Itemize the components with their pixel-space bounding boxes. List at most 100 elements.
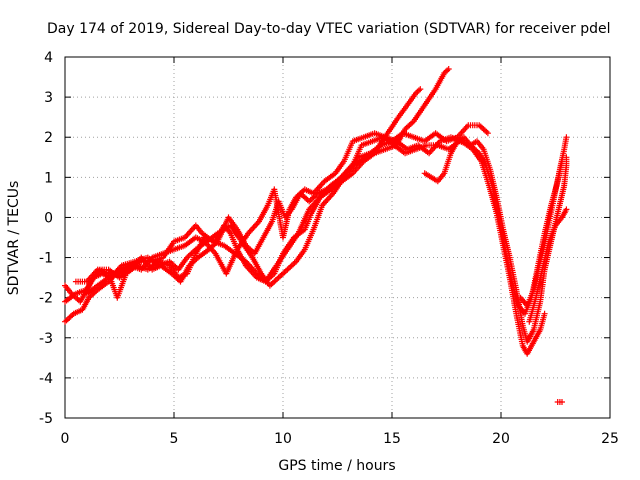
data-point [410,103,427,125]
data-point [539,240,552,273]
y-tick-label: 1 [44,170,53,186]
data-point [94,275,110,289]
data-point [487,186,500,215]
data-point [160,247,176,257]
data-point [530,328,543,345]
data-point [554,399,563,405]
data-point [484,130,491,137]
data-point [559,208,569,221]
series-6 [421,134,570,345]
data-point [441,152,454,177]
y-tick-labels: -5 -4 -3 -2 -1 0 1 2 3 4 [39,50,53,427]
data-point [70,307,84,317]
data-point [349,159,366,177]
data-point [319,191,335,209]
data-point [546,224,558,245]
data-point [432,71,447,93]
data-point [447,140,460,157]
x-axis-label: GPS time / hours [278,458,395,474]
data-point [149,263,163,273]
data-point [94,266,110,276]
data-point [262,264,279,285]
data-point [391,142,407,156]
data-point [441,67,451,76]
x-tick-label: 20 [492,431,510,447]
data-point [127,262,143,272]
data-point [192,222,204,235]
y-tick-label: -4 [39,371,53,387]
data-point [284,232,300,253]
data-point [341,140,355,165]
data-point [493,194,506,231]
data-point [469,146,484,163]
data-point [445,66,452,72]
data-point [506,274,519,315]
data-point [487,166,500,199]
series-7 [517,134,570,309]
data-point [266,275,281,289]
data-point [195,247,211,261]
data-point [249,254,264,275]
data-point [253,274,267,284]
data-point [286,196,299,213]
data-point [561,136,569,153]
data-point [293,187,307,201]
grid [65,57,610,418]
data-point [476,122,490,135]
data-point [275,267,289,281]
data-point [166,262,181,279]
data-point [242,262,259,280]
data-point [349,134,365,145]
data-point [306,195,322,213]
series-9 [554,399,565,405]
y-tick-label: -1 [39,251,53,267]
data-point [421,87,438,109]
x-tick-label: 15 [383,431,401,447]
data-point [358,138,374,149]
data-point [83,268,100,285]
data-point [367,143,383,157]
data-point [524,288,536,309]
data-point [175,271,189,281]
plot-frame [64,56,611,419]
data-point [212,250,229,275]
data-point [301,228,316,253]
y-tick-label: 0 [44,210,53,226]
x-tick-label: 25 [601,431,619,447]
data-point [105,271,121,281]
y-tick-label: -2 [39,291,53,307]
data-point [317,183,333,201]
data-point [417,86,424,93]
data-point [493,210,506,247]
y-tick-label: 3 [44,90,53,106]
data-point [256,204,270,225]
y-tick-label: 2 [44,130,53,146]
data-point [94,279,110,293]
data-point [563,206,570,213]
axis-ticks [64,56,611,419]
data-point [404,91,418,109]
y-tick-label: -3 [39,331,53,347]
data-point [563,134,570,141]
data-point [543,200,556,237]
data-point [221,222,233,235]
data-point [500,242,513,279]
data-point [295,208,312,237]
data-point [201,234,217,244]
data-point [552,216,564,229]
data-point [454,123,470,141]
data-point [537,232,550,265]
data-point [434,171,446,185]
data-point [559,399,565,405]
data-point [413,87,422,97]
data-point [155,258,171,268]
data-point [332,160,346,177]
data-point [384,115,401,137]
data-point [556,148,567,173]
data-point [301,212,314,233]
data-point [62,312,76,325]
data-point [349,144,364,169]
data-point [532,268,545,301]
data-point [245,220,261,237]
